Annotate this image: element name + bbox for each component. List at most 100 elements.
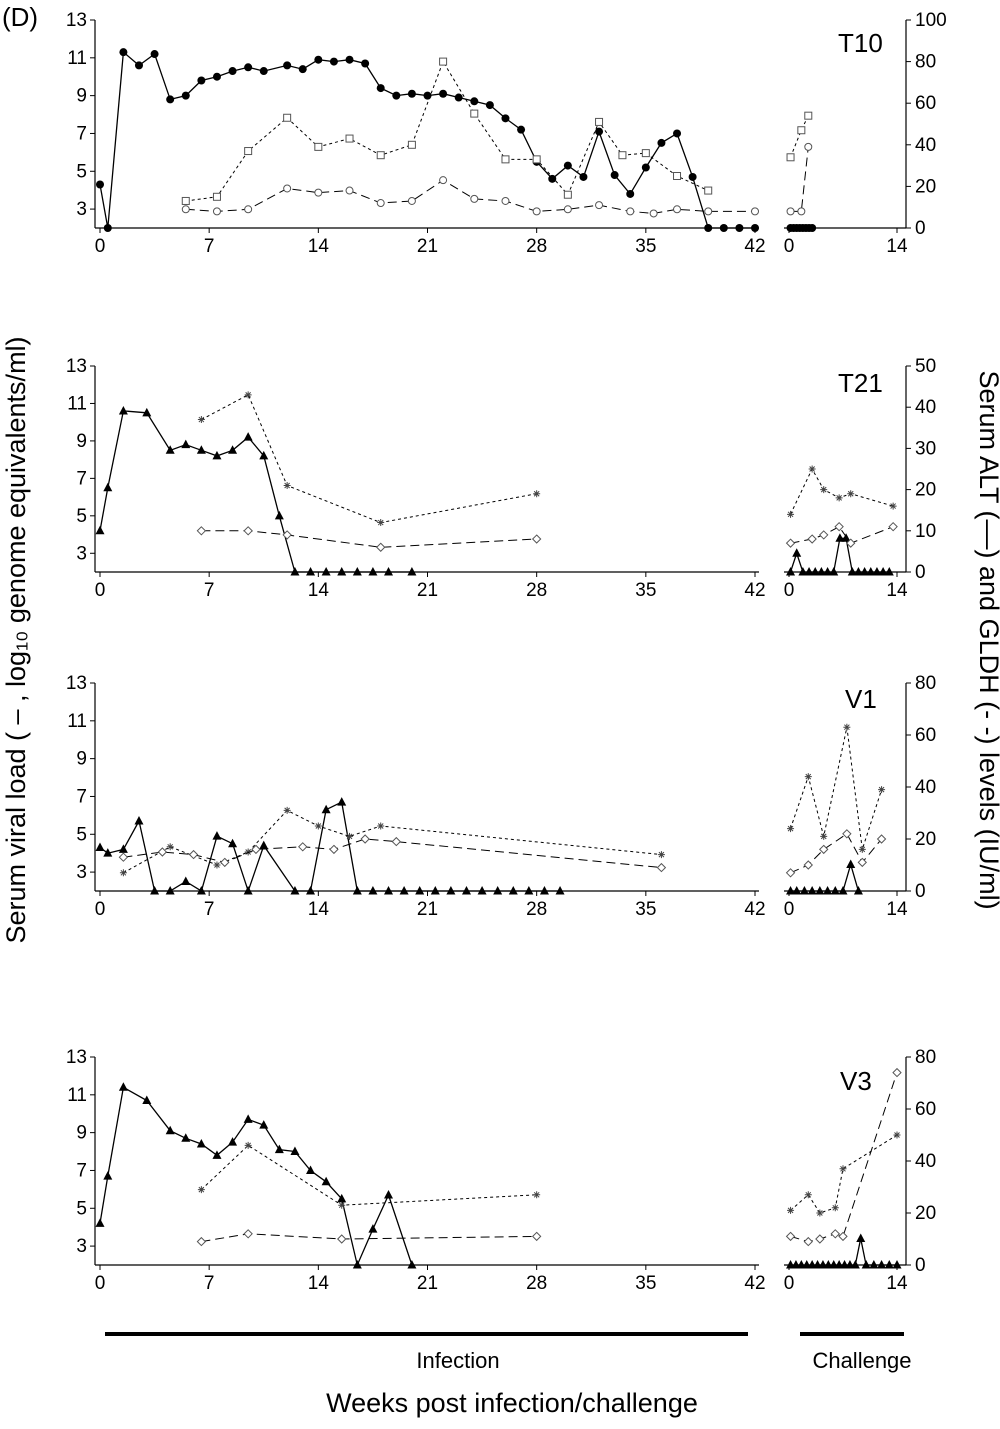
data-point-t21-filled-triangle — [823, 567, 833, 576]
data-point-t10-filled-circle — [166, 95, 175, 104]
data-point-t10-filled-circle — [376, 84, 385, 93]
data-point-t21-filled-triangle — [290, 567, 300, 576]
data-point-v1-filled-triangle — [337, 797, 347, 806]
right-tick-label-v3: 20 — [915, 1203, 936, 1224]
data-point-t21-asterisk — [533, 490, 541, 498]
x-tick-label-v3: 14 — [886, 1273, 908, 1294]
left-tick-label-t21: 11 — [67, 393, 87, 414]
data-point-v3-asterisk — [533, 1191, 541, 1199]
data-point-t21-filled-triangle — [95, 525, 105, 535]
data-point-v3-asterisk — [816, 1209, 824, 1217]
data-point-v1-filled-triangle — [321, 804, 331, 814]
left-tick-label-v1: 5 — [76, 824, 87, 845]
data-point-v1-open-diamond — [157, 847, 168, 857]
left-tick-label-t21: 9 — [76, 431, 87, 452]
data-point-t21-filled-triangle — [212, 450, 222, 460]
right-tick-label-v1: 80 — [915, 673, 936, 694]
panel-title-v1: V1 — [845, 684, 877, 714]
data-point-t10-open-circle — [501, 196, 510, 205]
right-tick-label-v1: 0 — [915, 881, 926, 902]
data-point-v3-filled-triangle — [407, 1260, 417, 1269]
data-point-t21-filled-triangle — [337, 567, 347, 576]
data-point-t10-open-square — [376, 151, 385, 160]
data-point-t10-filled-circle — [423, 91, 432, 100]
x-tick-label-t10: 7 — [204, 236, 215, 257]
data-point-t21-filled-triangle — [274, 510, 284, 520]
data-point-v3-filled-triangle — [290, 1146, 300, 1156]
series-line-t21-2-infection — [201, 530, 537, 548]
data-point-v1-open-diamond — [118, 852, 129, 862]
x-tick-label-t10: 42 — [744, 236, 765, 257]
data-point-t10-filled-circle — [641, 163, 650, 172]
data-point-t21-filled-triangle — [860, 567, 870, 576]
data-point-t10-filled-circle — [283, 61, 292, 70]
x-tick-label-t21: 28 — [526, 580, 547, 601]
x-tick-label-t10: 0 — [95, 236, 106, 257]
data-point-v3-open-diamond — [337, 1234, 347, 1244]
data-point-t10-filled-circle — [407, 89, 416, 98]
data-point-t10-open-circle — [181, 205, 190, 214]
data-point-v3-asterisk — [839, 1165, 847, 1173]
x-tick-label-t10: 21 — [417, 236, 438, 257]
data-point-t10-filled-circle — [150, 50, 159, 59]
data-point-v1-asterisk — [787, 825, 795, 833]
data-point-v3-filled-triangle — [850, 1260, 860, 1269]
data-point-t10-filled-circle — [808, 224, 817, 232]
data-point-t10-filled-circle — [197, 76, 206, 85]
data-point-t10-open-circle — [704, 207, 713, 216]
data-point-t21-filled-triangle — [866, 567, 876, 576]
x-tick-label-t21: 0 — [95, 580, 106, 601]
data-point-t10-filled-circle — [361, 59, 370, 68]
x-axis-title: Weeks post infection/challenge — [326, 1388, 698, 1418]
data-point-t10-open-square — [673, 172, 682, 180]
data-point-v1-open-diamond — [842, 829, 852, 839]
data-point-t10-open-square — [641, 149, 650, 158]
data-point-v3-filled-triangle — [181, 1133, 191, 1142]
data-point-t10-open-circle — [595, 201, 604, 210]
data-point-t10-filled-circle — [517, 125, 526, 134]
data-point-t21-filled-triangle — [792, 548, 802, 557]
data-point-t10-filled-circle — [470, 97, 479, 106]
data-point-v1-filled-triangle — [134, 816, 144, 825]
data-point-v3-asterisk — [831, 1204, 839, 1212]
data-point-v1-filled-triangle — [290, 886, 300, 895]
data-point-t21-open-diamond — [531, 534, 542, 544]
data-point-v1-open-diamond — [803, 860, 813, 870]
data-point-v1-filled-triangle — [368, 886, 378, 895]
data-point-v3-open-diamond — [838, 1231, 848, 1242]
data-point-t10-open-square — [532, 155, 541, 164]
data-point-t10-open-square — [345, 134, 354, 143]
right-tick-label-t10: 0 — [915, 218, 926, 239]
data-point-t10-filled-circle — [485, 101, 494, 110]
data-point-v1-asterisk — [820, 832, 828, 840]
x-tick-label-v1: 7 — [204, 899, 215, 920]
right-tick-label-t10: 80 — [915, 52, 936, 73]
data-point-v1-filled-triangle — [539, 886, 549, 895]
data-point-t10-open-circle — [212, 207, 221, 216]
data-point-v3-open-diamond — [830, 1229, 840, 1239]
data-point-t21-open-diamond — [888, 521, 898, 532]
data-point-v1-filled-triangle — [508, 886, 518, 895]
data-point-v1-open-diamond — [391, 836, 402, 847]
data-point-v3-filled-triangle — [384, 1190, 394, 1199]
data-point-v1-open-diamond — [819, 844, 829, 855]
data-point-v3-filled-triangle — [274, 1144, 284, 1154]
data-point-v1-filled-triangle — [118, 844, 128, 853]
data-point-v1-filled-triangle — [477, 886, 487, 895]
data-point-t21-filled-triangle — [142, 407, 152, 417]
data-point-v1-asterisk — [244, 848, 252, 856]
data-point-t10-open-square — [314, 142, 323, 151]
x-tick-label-t10: 0 — [784, 236, 795, 257]
data-point-v1-filled-triangle — [838, 886, 848, 895]
data-point-t10-open-square — [244, 147, 253, 156]
data-point-t10-open-circle — [244, 205, 253, 214]
infection-label: Infection — [416, 1348, 499, 1373]
data-point-t10-filled-circle — [454, 93, 463, 102]
data-point-t10-open-circle — [751, 207, 759, 216]
data-point-v1-asterisk — [346, 832, 354, 840]
data-point-t21-filled-triangle — [118, 405, 128, 415]
data-point-v1-filled-triangle — [196, 886, 206, 895]
data-point-t21-open-diamond — [819, 530, 829, 540]
data-point-t21-filled-triangle — [853, 567, 863, 576]
